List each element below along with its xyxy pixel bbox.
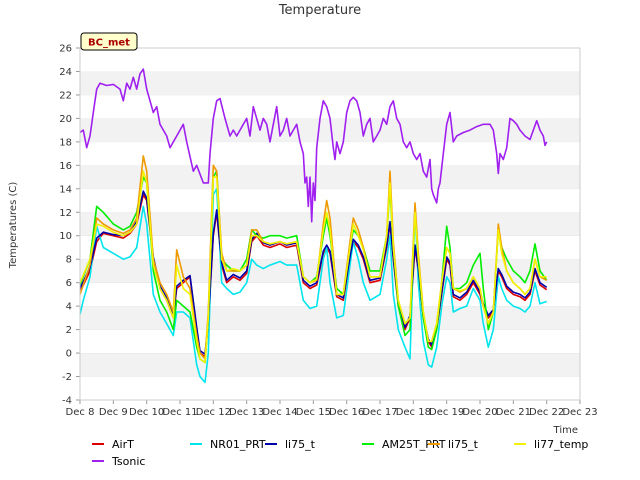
legend-label: NR01_PRT	[210, 438, 266, 451]
site-label-badge: BC_met	[80, 32, 138, 51]
y-axis-label: Temperatures (C)	[8, 182, 19, 270]
x-axis-label: Time	[553, 425, 578, 436]
x-tick-label: Dec 20	[462, 407, 497, 418]
x-tick-label: Dec 13	[229, 407, 264, 418]
legend-label: AirT	[112, 438, 134, 451]
x-tick-label: Dec 19	[429, 407, 464, 418]
grid-band	[80, 94, 580, 119]
grid-band	[80, 165, 580, 189]
x-tick-label: Dec 11	[162, 407, 197, 418]
plot-frame	[79, 47, 581, 401]
series-lines	[79, 68, 548, 384]
grid-band	[80, 306, 580, 330]
legend-label: AM25T_PRT	[382, 438, 446, 451]
legend-label: li75_t	[285, 438, 316, 451]
y-tick-label: 24	[59, 67, 72, 78]
x-tick-label: Dec 14	[262, 407, 297, 418]
x-tick-label: Dec 9	[99, 407, 128, 418]
y-tick-label: 26	[59, 44, 72, 55]
grid-band	[80, 48, 580, 72]
y-tick-label: 22	[59, 90, 72, 101]
legend-label: Tsonic	[111, 455, 145, 468]
y-tick-label: 2	[66, 325, 72, 336]
y-tick-label: 18	[59, 137, 72, 148]
x-tick-label: Dec 8	[66, 407, 95, 418]
x-tick-label: Dec 17	[362, 407, 397, 418]
site-label-box	[80, 32, 138, 51]
grid-band	[80, 141, 580, 166]
series-line-tsonic-6	[79, 68, 548, 223]
y-tick-label: 16	[59, 161, 72, 172]
series-line-nr01-prt-1	[79, 188, 547, 384]
grid-band	[80, 188, 580, 213]
x-tick-label: Dec 23	[562, 407, 597, 418]
legend: AirT NR01_PRT li75_t AM25T_PRT li75_t li77_te…	[92, 438, 588, 468]
series-line-li77-temp-5	[79, 170, 547, 364]
y-tick-label: 4	[66, 302, 72, 313]
y-tick-label: 8	[66, 255, 72, 266]
grid-band	[80, 353, 580, 377]
y-tick-label: 6	[66, 278, 72, 289]
x-tick-label: Dec 21	[496, 407, 531, 418]
y-tick-label: 12	[59, 208, 72, 219]
x-tick-label: Dec 18	[396, 407, 431, 418]
y-tick-label: -2	[62, 372, 72, 383]
y-tick-label: -4	[62, 396, 72, 407]
grid-band	[80, 118, 580, 142]
x-tick-label: Dec 16	[329, 407, 364, 418]
grid-band	[80, 71, 580, 95]
legend-label: li75_t	[448, 438, 479, 451]
y-tick-label: 0	[66, 349, 72, 360]
site-label-text: BC_met	[88, 38, 130, 49]
y-tick-label: 20	[59, 114, 72, 125]
x-tick-label: Dec 10	[129, 407, 164, 418]
grid-band	[80, 329, 580, 354]
legend-label: li77_temp	[534, 438, 588, 451]
grid-band	[80, 259, 580, 283]
x-tick-label: Dec 15	[296, 407, 331, 418]
y-tick-label: 10	[59, 231, 72, 242]
x-tick-label: Dec 12	[196, 407, 231, 418]
grid-band	[80, 235, 580, 260]
grid-band	[80, 376, 580, 400]
y-tick-label: 14	[59, 184, 72, 195]
chart-title: Temperature	[278, 3, 361, 18]
plot-background-bands	[80, 47, 580, 400]
x-tick-label: Dec 22	[529, 407, 564, 418]
